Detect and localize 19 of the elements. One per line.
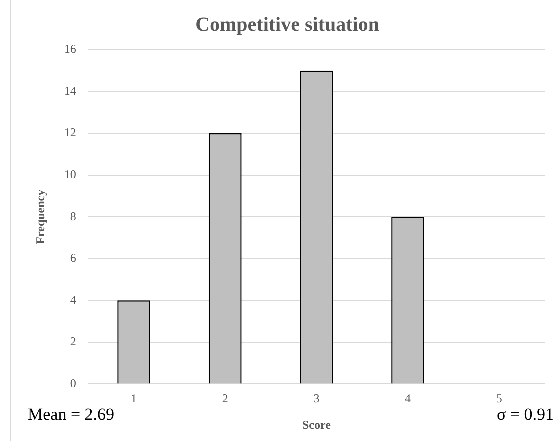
x-tick-label: 5 — [496, 392, 502, 406]
text: σ = 0.91 — [496, 405, 554, 425]
y-tick-label: 2 — [70, 334, 76, 349]
y-tick-label: 16 — [64, 42, 76, 56]
text: Mean = 2.69 — [28, 405, 115, 425]
y-tick-label: 8 — [70, 209, 76, 224]
y-tick-label: 12 — [64, 126, 76, 140]
y-tick-label: 10 — [64, 167, 76, 182]
x-tick-label: 4 — [405, 392, 412, 406]
x-tick-label: 3 — [314, 392, 320, 406]
chart-title: Competitive situation — [196, 14, 380, 36]
x-tick-label: 2 — [222, 392, 228, 406]
x-tick-label: 1 — [131, 392, 138, 406]
y-tick-label: 4 — [70, 292, 76, 307]
y-tick-label: 6 — [70, 251, 76, 266]
y-tick-label: 14 — [64, 84, 76, 98]
y-tick-label: 0 — [70, 376, 76, 390]
y-axis-title: Frequency — [33, 190, 48, 244]
x-axis-title: Score — [302, 418, 332, 432]
